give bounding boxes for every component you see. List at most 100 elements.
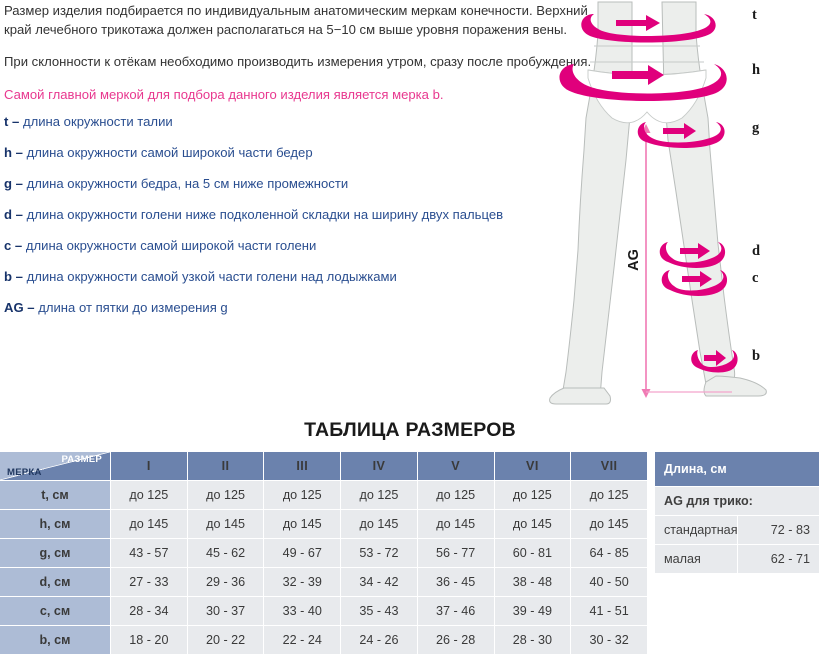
cell-d-6: 38 - 48 (494, 568, 571, 597)
legend-dash-c: – (11, 237, 26, 254)
size-header-2: II (187, 452, 264, 481)
legend-key-ag: AG (4, 299, 24, 316)
length-spacer-row (655, 574, 820, 603)
row-key-c: c, см (0, 597, 111, 626)
figure-label-t: t (752, 7, 757, 24)
cell-g-2: 45 - 62 (187, 539, 264, 568)
cell-t-3: до 125 (264, 481, 341, 510)
legend-dash-d: – (12, 206, 27, 223)
row-key-g: g, см (0, 539, 111, 568)
cell-c-5: 37 - 46 (417, 597, 494, 626)
cell-h-2: до 145 (187, 510, 264, 539)
legend-dash-b: – (12, 268, 27, 285)
figure-label-d: d (752, 243, 760, 260)
legend-dash-h: – (12, 144, 27, 161)
legend-dash-t: – (8, 113, 23, 130)
cell-h-3: до 145 (264, 510, 341, 539)
length-spacer-cell-4 (737, 602, 819, 630)
row-key-h: h, см (0, 510, 111, 539)
info-section: Размер изделия подбирается по индивидуал… (0, 0, 820, 412)
legend-key-c: c (4, 237, 11, 254)
length-table: Длина, см AG для трико: стандартная 72 -… (655, 452, 820, 658)
cell-d-7: 40 - 50 (571, 568, 648, 597)
figure-label-b: b (752, 348, 760, 365)
cell-t-5: до 125 (417, 481, 494, 510)
cell-b-1: 18 - 20 (111, 626, 188, 655)
cell-b-7: 30 - 32 (571, 626, 648, 655)
size-header-3: III (264, 452, 341, 481)
size-header-4: IV (341, 452, 418, 481)
cell-h-6: до 145 (494, 510, 571, 539)
length-name-standard: стандартная (655, 516, 737, 545)
cell-g-4: 53 - 72 (341, 539, 418, 568)
cell-c-4: 35 - 43 (341, 597, 418, 626)
legend-desc-h: длина окружности самой широкой части бед… (27, 144, 313, 161)
cell-g-6: 60 - 81 (494, 539, 571, 568)
corner-measure-label: МЕРКА (7, 467, 42, 478)
row-key-t: t, см (0, 481, 111, 510)
table-row: d, см 27 - 33 29 - 36 32 - 39 34 - 42 36… (0, 568, 648, 597)
cell-h-5: до 145 (417, 510, 494, 539)
length-header-row: Длина, см (655, 452, 820, 487)
cell-g-7: 64 - 85 (571, 539, 648, 568)
cell-b-2: 20 - 22 (187, 626, 264, 655)
cell-g-1: 43 - 57 (111, 539, 188, 568)
figure-label-h: h (752, 62, 760, 79)
table-row: t, см до 125 до 125 до 125 до 125 до 125… (0, 481, 648, 510)
left-foot (550, 388, 611, 404)
table-row: AG для трико: (655, 487, 820, 516)
cell-b-6: 28 - 30 (494, 626, 571, 655)
cell-t-4: до 125 (341, 481, 418, 510)
size-table-head: РАЗМЕР МЕРКА I II III IV V VI VII (0, 452, 648, 481)
size-table-header-row: РАЗМЕР МЕРКА I II III IV V VI VII (0, 452, 648, 481)
figure-label-c: c (752, 270, 758, 287)
legend-desc-b: длина окружности самой узкой части голен… (27, 268, 397, 285)
table-row: g, см 43 - 57 45 - 62 49 - 67 53 - 72 56… (0, 539, 648, 568)
size-header-7: VII (571, 452, 648, 481)
size-table: РАЗМЕР МЕРКА I II III IV V VI VII t, см … (0, 452, 648, 655)
length-spacer-cell-2 (737, 574, 819, 603)
length-spacer-cell-3 (655, 602, 737, 630)
length-subtitle: AG для трико: (655, 487, 820, 516)
legend-key-b: b (4, 268, 12, 285)
table-row: h, см до 145 до 145 до 145 до 145 до 145… (0, 510, 648, 539)
right-foot (704, 376, 766, 396)
cell-c-6: 39 - 49 (494, 597, 571, 626)
legend-key-h: h (4, 144, 12, 161)
cell-h-1: до 145 (111, 510, 188, 539)
cell-g-3: 49 - 67 (264, 539, 341, 568)
cell-b-3: 22 - 24 (264, 626, 341, 655)
legend-desc-g: длина окружности бедра, на 5 см ниже про… (27, 175, 349, 192)
length-spacer-row (655, 602, 820, 630)
length-value-standard: 72 - 83 (737, 516, 819, 545)
length-spacer-row (655, 630, 820, 658)
cell-t-1: до 125 (111, 481, 188, 510)
cell-d-2: 29 - 36 (187, 568, 264, 597)
cell-c-7: 41 - 51 (571, 597, 648, 626)
cell-t-2: до 125 (187, 481, 264, 510)
cell-h-7: до 145 (571, 510, 648, 539)
size-header-5: V (417, 452, 494, 481)
row-key-d: d, см (0, 568, 111, 597)
cell-h-4: до 145 (341, 510, 418, 539)
legend-dash-ag: – (24, 299, 39, 316)
legend-dash-g: – (12, 175, 27, 192)
length-spacer-cell-6 (737, 630, 819, 658)
table-row: стандартная 72 - 83 (655, 516, 820, 545)
ag-arrow-down (642, 389, 651, 398)
cell-c-3: 33 - 40 (264, 597, 341, 626)
corner-size-label: РАЗМЕР (62, 454, 102, 465)
size-table-body: t, см до 125 до 125 до 125 до 125 до 125… (0, 481, 648, 655)
legend-desc-d: длина окружности голени ниже подколенной… (27, 206, 504, 223)
cell-g-5: 56 - 77 (417, 539, 494, 568)
legend-desc-t: длина окружности талии (23, 113, 173, 130)
legend-desc-c: длина окружности самой широкой части гол… (26, 237, 316, 254)
cell-c-2: 30 - 37 (187, 597, 264, 626)
cell-d-4: 34 - 42 (341, 568, 418, 597)
table-row: b, см 18 - 20 20 - 22 22 - 24 24 - 26 26… (0, 626, 648, 655)
cell-d-3: 32 - 39 (264, 568, 341, 597)
table-row: c, см 28 - 34 30 - 37 33 - 40 35 - 43 37… (0, 597, 648, 626)
length-spacer-cell-5 (655, 630, 737, 658)
length-table-body: AG для трико: стандартная 72 - 83 малая … (655, 487, 820, 658)
corner-header-cell: РАЗМЕР МЕРКА (0, 452, 111, 481)
